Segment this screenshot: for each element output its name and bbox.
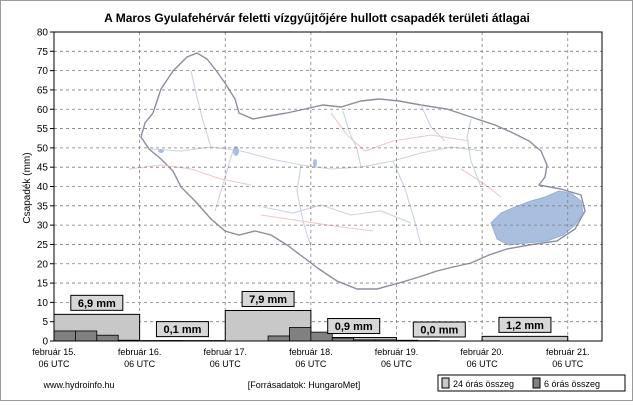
chart-grid [54, 32, 602, 341]
y-axis-label: Csapadék (mm) [22, 152, 33, 223]
x-tick-date: február 15. [32, 347, 76, 357]
x-tick-date: február 19. [375, 347, 419, 357]
y-tick-label: 70 [37, 66, 49, 77]
map-lake-small [313, 159, 317, 167]
x-tick-date: február 17. [203, 347, 247, 357]
legend-label-24h: 24 órás összeg [453, 379, 514, 389]
six-hour-bar [289, 327, 310, 341]
river-line [393, 161, 421, 245]
y-tick-label: 40 [37, 182, 49, 193]
x-tick-date: február 21. [546, 347, 590, 357]
daily-total-label: 1,2 mm [506, 320, 544, 332]
chart-title: A Maros Gyulafehérvár feletti vízgyűjtőj… [104, 11, 530, 25]
daily-total-label: 7,9 mm [249, 294, 287, 306]
chart-legend: 24 órás összeg 6 órás összeg [438, 375, 625, 391]
x-tick-date: február 16. [118, 347, 162, 357]
river-line [151, 147, 483, 169]
legend-swatch-24h [442, 378, 449, 388]
x-tick-time: 06 UTC [295, 359, 327, 369]
daily-total-label: 0,0 mm [420, 325, 458, 337]
y-tick-label: 5 [42, 317, 48, 328]
daily-total-label: 0,9 mm [335, 321, 373, 333]
map-lake-small [158, 149, 164, 153]
six-hour-bar [97, 335, 118, 341]
plot-border [54, 32, 602, 341]
y-tick-label: 0 [42, 337, 48, 348]
y-tick-label: 80 [37, 28, 49, 39]
basin-map [129, 53, 585, 289]
y-tick-label: 75 [37, 47, 49, 58]
daily-total-bar [482, 336, 568, 341]
y-tick-label: 20 [37, 259, 49, 270]
legend-label-6h: 6 órás összeg [544, 379, 600, 389]
six-hour-bar [75, 331, 96, 341]
river-line [263, 205, 411, 223]
daily-total-label: 6,9 mm [78, 298, 116, 310]
x-tick-time: 06 UTC [381, 359, 413, 369]
six-hour-bar [54, 331, 75, 341]
x-tick-time: 06 UTC [210, 359, 242, 369]
daily-total-label: 0,1 mm [163, 324, 201, 336]
basin-outline [141, 53, 585, 289]
website-text: www.hydroinfo.hu [42, 380, 114, 390]
y-tick-label: 50 [37, 143, 49, 154]
x-tick-time: 06 UTC [552, 359, 584, 369]
x-tick-time: 06 UTC [467, 359, 499, 369]
x-tick-date: február 18. [289, 347, 333, 357]
y-tick-label: 55 [37, 124, 49, 135]
y-tick-label: 30 [37, 221, 49, 232]
y-tick-label: 15 [37, 279, 49, 290]
y-tick-label: 35 [37, 201, 49, 212]
x-tick-date: február 20. [460, 347, 504, 357]
lake-area [491, 191, 583, 245]
x-tick-time: 06 UTC [124, 359, 156, 369]
road-line [461, 169, 501, 197]
y-tick-label: 10 [37, 298, 49, 309]
six-hour-bar [268, 336, 289, 341]
legend-swatch-6h [533, 378, 540, 388]
y-tick-label: 60 [37, 105, 49, 116]
x-axis-ticks: február 15. 06 UTC február 16. 06 UTC februá… [32, 347, 589, 369]
road-line [129, 165, 251, 185]
source-text: [Forrásadatok: HungaroMet] [248, 380, 361, 390]
road-line [261, 215, 373, 231]
y-tick-label: 45 [37, 163, 49, 174]
y-axis-ticks: 0 5 10 15 20 25 30 35 40 45 50 55 60 65 70 75 80 [37, 28, 54, 348]
road-line [331, 113, 469, 151]
y-tick-label: 65 [37, 85, 49, 96]
y-tick-label: 25 [37, 240, 49, 251]
x-tick-time: 06 UTC [38, 359, 70, 369]
